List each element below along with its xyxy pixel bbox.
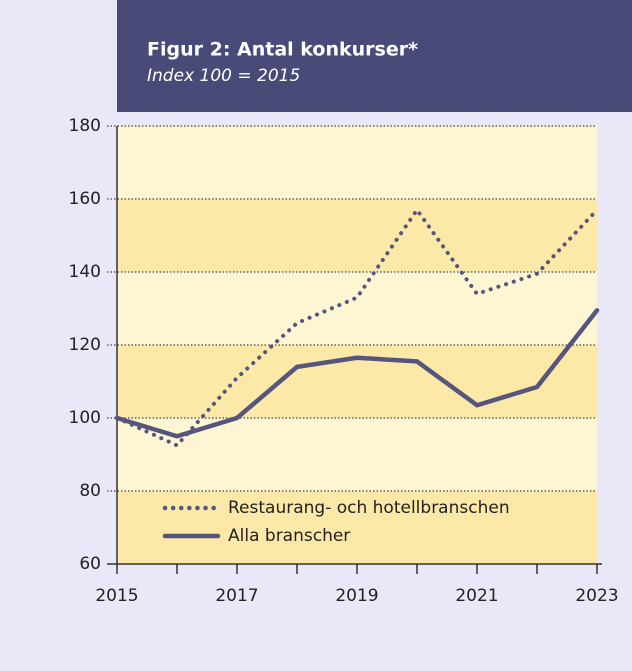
band — [117, 491, 597, 564]
y-tick-label: 80 — [79, 481, 101, 501]
chart-subtitle: Index 100 = 2015 — [147, 66, 300, 86]
y-tick-label: 120 — [69, 335, 101, 355]
legend-label: Alla branscher — [228, 526, 350, 546]
y-tick-label: 100 — [69, 408, 101, 428]
series-line — [114, 308, 600, 439]
band — [117, 418, 597, 491]
legend-label: Restaurang- och hotellbranschen — [228, 498, 510, 518]
x-tick-label: 2019 — [335, 586, 378, 606]
chart-title: Figur 2: Antal konkurser* — [147, 39, 418, 61]
y-tick-label: 160 — [69, 189, 101, 209]
y-tick-label: 60 — [79, 554, 101, 574]
band — [117, 272, 597, 345]
band — [117, 126, 597, 199]
band — [117, 199, 597, 272]
x-tick-label: 2023 — [575, 586, 618, 606]
x-tick-label: 2017 — [215, 586, 258, 606]
series-line — [115, 207, 599, 448]
x-tick-label: 2015 — [95, 586, 138, 606]
x-tick-label: 2021 — [455, 586, 498, 606]
y-tick-label: 140 — [69, 262, 101, 282]
header — [117, 0, 632, 112]
y-tick-label: 180 — [69, 116, 101, 136]
